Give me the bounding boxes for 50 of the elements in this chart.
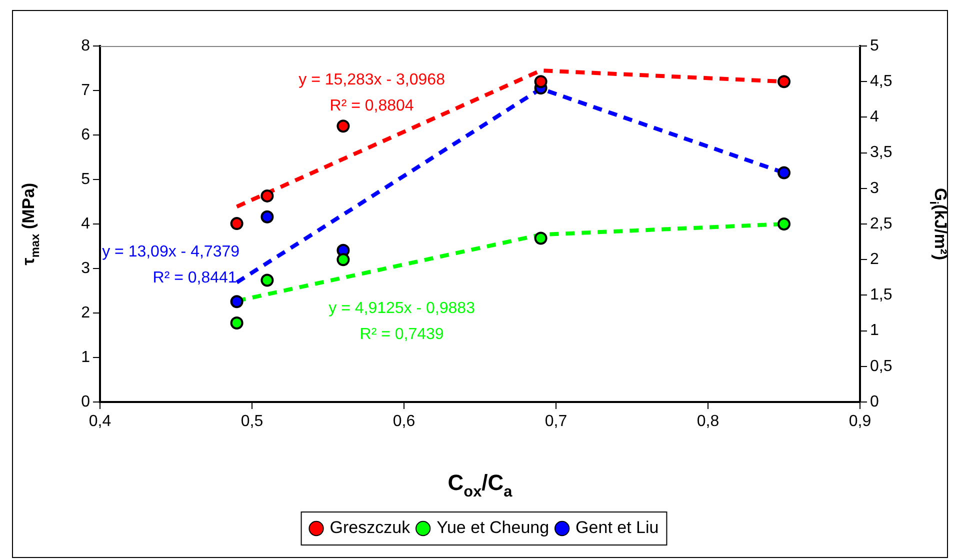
point [230, 295, 244, 308]
legend-label: Greszczuk [330, 518, 411, 538]
point [534, 75, 548, 88]
x-tick-label: 0,9 [848, 413, 872, 430]
point [778, 166, 790, 180]
point [260, 210, 274, 224]
x-tick-label: 0,6 [392, 413, 416, 430]
y2-tick-label: 1 [870, 322, 879, 340]
y-tick-label: 0 [81, 393, 90, 410]
annotation: y = 4,9125x - 0,9883 [328, 300, 476, 317]
point [534, 232, 548, 245]
y2-axis-title: Gi(kJ/m²) [926, 188, 950, 260]
y-tick-label: 3 [81, 260, 90, 277]
x-tick-label: 0,7 [544, 413, 568, 430]
point [230, 316, 244, 330]
legend-label: Yue et Cheung [436, 518, 550, 538]
y-tick-label: 2 [81, 304, 90, 322]
x-tick-label: 0,8 [696, 413, 720, 430]
y-tick-label: 6 [81, 126, 90, 144]
y-tick-label: 5 [81, 170, 90, 188]
annotation: y = 13,09x - 4,7379 [102, 243, 240, 260]
y-axis-title: τmax (MPa) [19, 182, 42, 266]
y2-tick-label: 2 [870, 251, 879, 268]
point [336, 253, 350, 266]
y2-tick-label: 3 [870, 180, 879, 197]
y2-tick-label: 2,5 [870, 215, 892, 232]
point [260, 189, 274, 202]
x-tick-label: 0,4 [88, 413, 112, 430]
point [778, 218, 790, 230]
y2-tick-label: 1,5 [870, 286, 892, 304]
y-tick-label: 7 [81, 82, 90, 99]
y2-tick-label: 4,5 [870, 73, 892, 90]
y2-tick-label: 4 [870, 108, 879, 126]
annotation: y = 15,283x - 3,0968 [298, 72, 446, 89]
annotation: R² = 0,7439 [360, 326, 444, 343]
point [230, 217, 244, 230]
point [336, 120, 350, 133]
legend-label: Gent et Liu [576, 518, 659, 538]
y2-tick-label: 5 [870, 37, 879, 54]
y-tick-label: 4 [81, 215, 90, 232]
annotation: R² = 0,8441 [152, 269, 237, 286]
y2-tick-label: 0,5 [870, 358, 892, 375]
point [260, 274, 274, 287]
y-tick-label: 8 [81, 37, 90, 54]
annotation: R² = 0,8804 [330, 98, 414, 115]
y2-tick-label: 0 [870, 393, 879, 410]
y-tick-label: 1 [81, 348, 90, 366]
point [778, 75, 790, 88]
x-tick-label: 0,5 [240, 413, 264, 430]
y2-tick-label: 3,5 [870, 144, 892, 162]
